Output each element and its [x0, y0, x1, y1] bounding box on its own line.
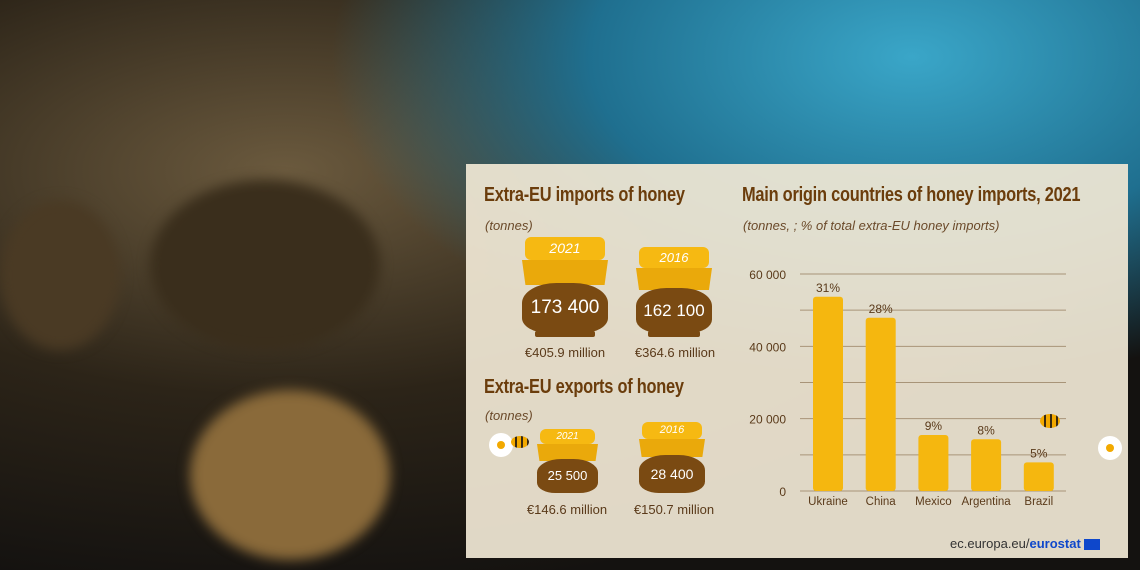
- chart-title: Main origin countries of honey imports, …: [742, 184, 1081, 206]
- data-label: 9%: [925, 419, 943, 433]
- jar-lid: 2021: [540, 429, 595, 444]
- daisy-icon: [1101, 439, 1119, 457]
- y-tick-label: 60 000: [749, 268, 786, 282]
- jar-year: 2021: [549, 240, 581, 256]
- data-label: 5%: [1030, 446, 1048, 460]
- jar-value: €146.6 million: [526, 502, 608, 517]
- bar-argentina: [971, 439, 1002, 491]
- background-photo-bee: [150, 180, 380, 350]
- jar-lid: 2016: [639, 247, 709, 268]
- jar-year: 2021: [556, 431, 579, 442]
- jar-cloth: [636, 268, 712, 290]
- bar-brazil: [1023, 462, 1054, 491]
- jar-tonnes: 173 400: [530, 297, 600, 318]
- imports-unit: (tonnes): [485, 218, 533, 233]
- jar-value: €150.7 million: [633, 502, 715, 517]
- jar-cloth: [639, 439, 705, 457]
- exports-unit: (tonnes): [485, 408, 533, 423]
- background-photo-bee: [190, 390, 390, 560]
- x-tick-label: Mexico: [915, 496, 951, 508]
- jar-body: 25 500: [537, 459, 598, 493]
- data-label: 28%: [869, 302, 893, 316]
- jar-lid: 2016: [642, 422, 702, 439]
- x-tick-label: China: [866, 496, 897, 508]
- bee-icon: [511, 436, 529, 448]
- exports-title: Extra-EU exports of honey: [484, 376, 684, 398]
- jar-year: 2016: [659, 250, 689, 265]
- y-tick-label: 0: [779, 485, 786, 499]
- bar-ukraine: [813, 296, 843, 491]
- jar-lid: 2021: [525, 237, 605, 260]
- chart-subtitle: (tonnes, ; % of total extra-EU honey imp…: [743, 218, 1000, 233]
- imports-title: Extra-EU imports of honey: [484, 184, 685, 206]
- jar-tonnes: 162 100: [643, 301, 705, 320]
- footer-site[interactable]: ec.europa.eu/: [950, 536, 1030, 551]
- jar-cloth: [537, 444, 598, 461]
- background-photo-bee: [0, 200, 120, 350]
- eu-flag-icon: [1084, 539, 1101, 551]
- y-tick-label: 20 000: [749, 413, 786, 427]
- footer-source: ec.europa.eu/eurostat: [950, 536, 1101, 551]
- jar-base: [648, 331, 700, 337]
- x-tick-label: Ukraine: [808, 496, 848, 508]
- bar-mexico: [918, 434, 949, 491]
- x-tick-label: Brazil: [1024, 496, 1053, 508]
- jar-tonnes: 28 400: [650, 466, 694, 482]
- footer-brand: eurostat: [1029, 536, 1081, 551]
- jar-body: 28 400: [639, 455, 705, 493]
- jar-tonnes: 25 500: [547, 468, 588, 483]
- jar-year: 2016: [659, 424, 685, 436]
- y-tick-label: 40 000: [749, 340, 786, 354]
- jar-cloth: [522, 260, 608, 285]
- jar-body: 162 100: [636, 288, 712, 333]
- data-label: 31%: [816, 281, 840, 295]
- jar-base: [535, 331, 595, 337]
- data-label: 8%: [977, 423, 995, 437]
- jar-value: €405.9 million: [524, 345, 606, 360]
- bee-icon: [1040, 414, 1060, 428]
- x-tick-label: Argentina: [961, 496, 1011, 508]
- jar-value: €364.6 million: [634, 345, 716, 360]
- jar-body: 173 400: [522, 283, 608, 333]
- bar-china: [865, 317, 896, 491]
- daisy-icon: [492, 436, 510, 454]
